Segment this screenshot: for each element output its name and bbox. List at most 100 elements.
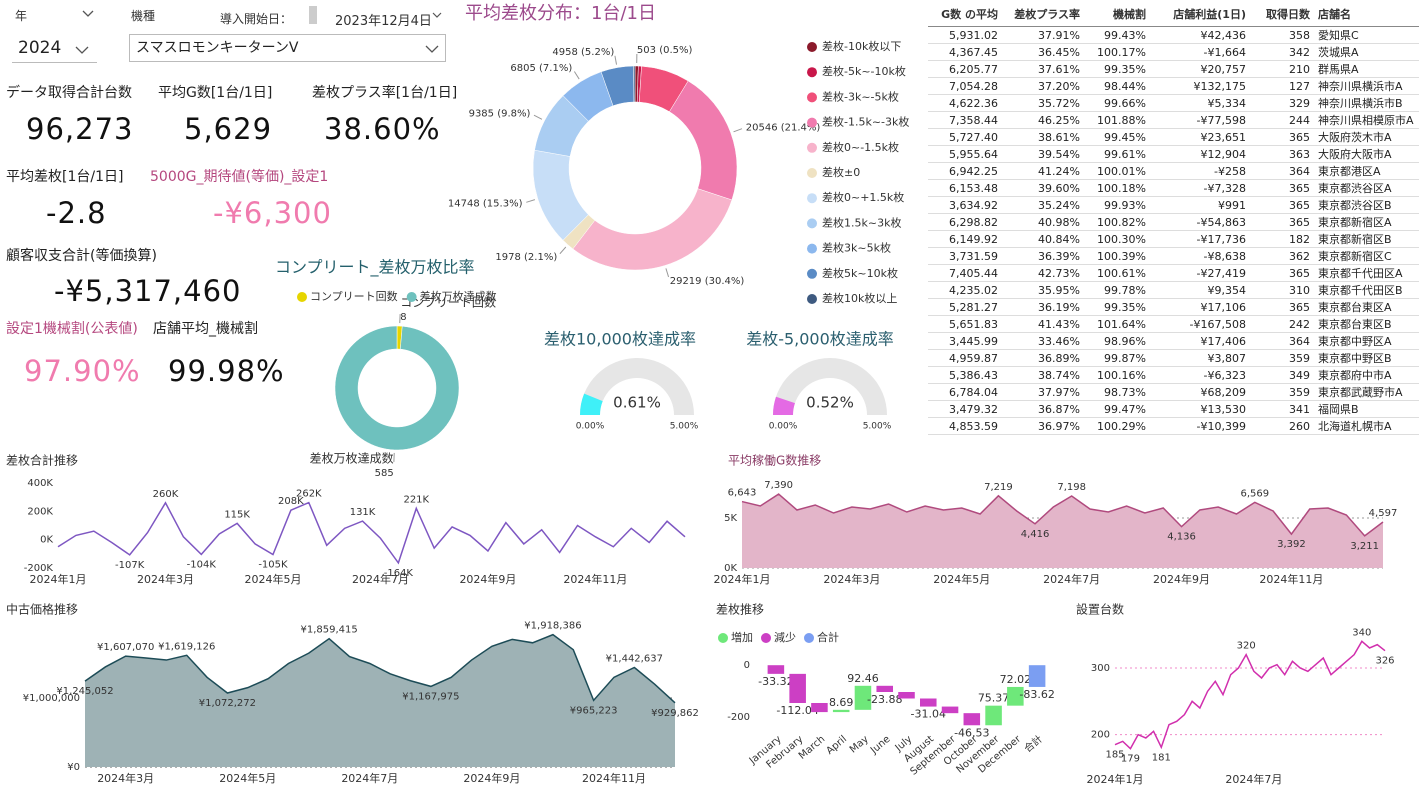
column-header: 取得日数: [1250, 2, 1314, 27]
table-cell: 365: [1250, 196, 1314, 214]
table-cell: 359: [1250, 383, 1314, 401]
table-cell: 東京都新宿区B: [1314, 230, 1419, 248]
table-cell: 364: [1250, 332, 1314, 350]
data-label: 8.69: [829, 696, 854, 709]
table-cell: 363: [1250, 145, 1314, 163]
table-cell: 100.17%: [1084, 43, 1150, 61]
table-cell: 358: [1250, 26, 1314, 44]
leader-line: [526, 199, 536, 203]
table-cell: ¥9,354: [1150, 281, 1250, 299]
table-cell: 365: [1250, 264, 1314, 282]
table-cell: -¥54,863: [1150, 213, 1250, 231]
data-label: 4958 (5.2%): [552, 47, 614, 58]
year-dropdown[interactable]: 2024: [12, 35, 97, 63]
legend-marker: [807, 92, 817, 103]
table-cell: 37.97%: [1002, 383, 1084, 401]
data-label: ¥965,223: [570, 705, 618, 716]
leader-line: [559, 246, 567, 255]
y-tick-label: 300: [1091, 663, 1110, 674]
bar: [854, 685, 872, 710]
table-cell: 310: [1250, 281, 1314, 299]
table-header: G数 の平均 差枚プラス率 機械割 店舗利益(1日) 取得日数 店舗名: [928, 2, 1419, 27]
bar: [811, 702, 828, 713]
chart-title: 平均差枚分布：1台/1日: [465, 3, 656, 24]
table-cell: 100.39%: [1084, 247, 1150, 265]
data-label: 115K: [224, 509, 250, 520]
legend-marker: [804, 633, 814, 643]
table-cell: 3,479.32: [928, 400, 1002, 418]
data-label: 503 (0.5%): [637, 45, 693, 56]
legend-label: 差枚3k~5k枚: [822, 241, 891, 255]
data-label: 6,569: [1240, 488, 1269, 499]
card-label: 平均差枚[1台/1日]: [6, 169, 124, 185]
legend-marker: [807, 268, 817, 279]
legend-marker: [807, 168, 817, 178]
data-label: 72.02: [1000, 673, 1032, 686]
data-label: 7,198: [1057, 482, 1086, 493]
chart-title: 差枚10,000枚達成率: [544, 330, 696, 349]
model-dropdown[interactable]: スマスロモンキーターンV: [129, 34, 446, 62]
bar: [767, 665, 785, 674]
table-cell: 大阪府大阪市A: [1314, 145, 1419, 163]
table-cell: 41.24%: [1002, 162, 1084, 180]
table-cell: 341: [1250, 400, 1314, 418]
y-tick-label: 400K: [27, 478, 53, 489]
table-cell: 99.43%: [1084, 26, 1150, 44]
legend-marker: [718, 633, 728, 643]
table-cell: 6,153.48: [928, 179, 1002, 197]
card-label: 顧客収支合計(等価換算): [6, 248, 157, 264]
table-cell: 100.30%: [1084, 230, 1150, 248]
table-cell: 東京都港区A: [1314, 162, 1419, 180]
legend-label: 差枚-10k枚以下: [822, 39, 901, 53]
table-row: 5,931.02 37.91% 99.43% ¥42,436 358 愛知県C: [928, 26, 1419, 44]
table-row: 3,634.92 35.24% 99.93% ¥991 365 東京都渋谷区B: [928, 196, 1419, 214]
table-row: 7,405.44 42.73% 100.61% -¥27,419 365 東京都千代田区A: [928, 264, 1419, 282]
card-label: データ取得合計台数: [6, 85, 132, 101]
data-label: 7,219: [984, 482, 1013, 493]
x-tick-label: 2024年11月: [582, 771, 646, 785]
data-label: 326: [1375, 656, 1394, 667]
slider-handle[interactable]: [309, 6, 317, 24]
area: [742, 494, 1383, 568]
area: [85, 634, 675, 767]
chart-title: 中古価格推移: [6, 602, 78, 617]
table-cell: -¥27,419: [1150, 264, 1250, 282]
table-cell: 3,445.99: [928, 332, 1002, 350]
data-label: 3,392: [1277, 539, 1306, 550]
x-tick-label: 2024年5月: [244, 572, 301, 586]
x-tick-label: 2024年11月: [563, 572, 627, 586]
table-cell: 37.61%: [1002, 60, 1084, 78]
table-cell: 東京都台東区B: [1314, 315, 1419, 333]
data-label: -31.04: [911, 708, 946, 721]
table-cell: 98.73%: [1084, 383, 1150, 401]
table-cell: 5,651.83: [928, 315, 1002, 333]
chart-title: 差枚合計推移: [6, 453, 78, 468]
table-cell: -¥17,736: [1150, 230, 1250, 248]
legend-label: 増加: [731, 631, 753, 644]
data-label: 208K: [278, 496, 304, 507]
card-value: -¥5,317,460: [54, 274, 242, 308]
y-tick-label: -200K: [24, 563, 54, 574]
table-cell: 36.97%: [1002, 417, 1084, 435]
table-cell: 東京都中野区B: [1314, 349, 1419, 367]
table-row: 3,731.59 36.39% 100.39% -¥8,638 362 東京都新宿区C: [928, 247, 1419, 265]
table-cell: 神奈川県横浜市B: [1314, 94, 1419, 112]
table-cell: 100.01%: [1084, 162, 1150, 180]
start-date[interactable]: 2023年12月4日: [335, 14, 432, 29]
card-value: 96,273: [26, 112, 134, 146]
table-row: 5,651.83 41.43% 101.64% -¥167,508 242 東京都台東区B: [928, 315, 1419, 333]
table-cell: 36.19%: [1002, 298, 1084, 316]
table-cell: ¥5,334: [1150, 94, 1250, 112]
data-label: 9385 (9.8%): [469, 108, 531, 119]
data-label: ¥1,607,070: [97, 642, 154, 653]
table-cell: 神奈川県横浜市A: [1314, 77, 1419, 95]
table-cell: 6,149.92: [928, 230, 1002, 248]
bar: [919, 698, 937, 707]
leader-line: [733, 128, 743, 133]
table-row: 4,959.87 36.89% 99.87% ¥3,807 359 東京都中野区B: [928, 349, 1419, 367]
table-cell: 北海道札幌市A: [1314, 417, 1419, 435]
x-tick-label: 2024年1月: [1087, 772, 1144, 786]
y-tick-label: 0K: [724, 563, 737, 574]
data-label: ¥1,442,637: [606, 653, 663, 664]
